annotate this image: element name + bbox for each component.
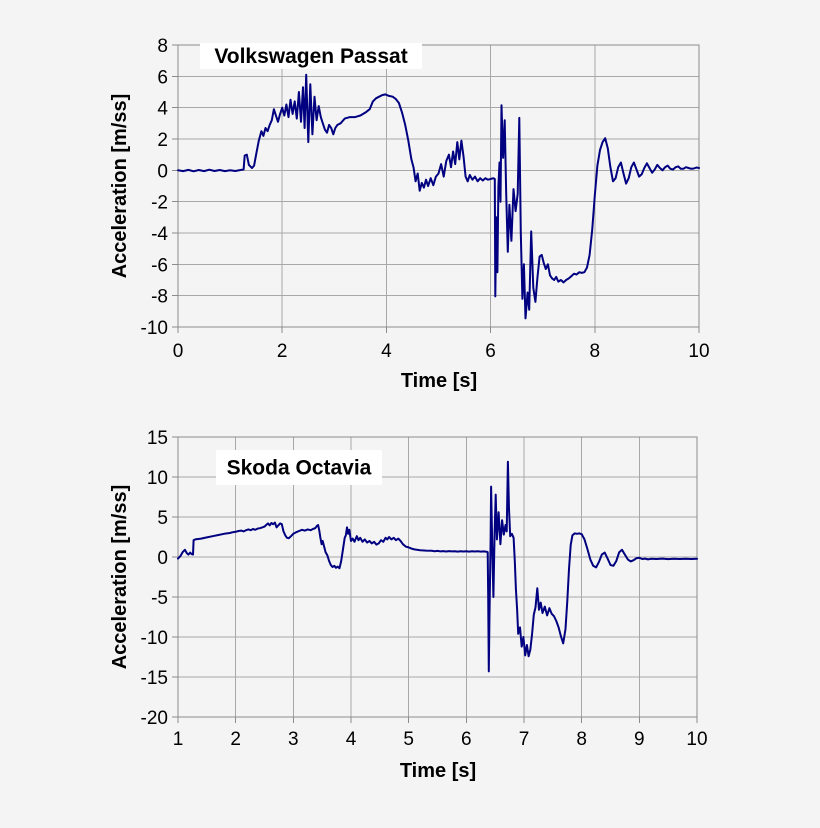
y-tick-label: -10	[141, 628, 168, 649]
x-tick-label: 2	[277, 341, 288, 362]
y-tick-label: -8	[151, 287, 168, 308]
y-tick-label: 8	[157, 36, 168, 57]
x-tick-label: 8	[576, 729, 587, 750]
skoda-octavia-acceleration-series-line	[177, 460, 698, 673]
y-tick-label: -5	[151, 588, 168, 609]
chart-title-box	[200, 43, 422, 69]
x-tick-label: 6	[461, 729, 472, 750]
y-tick-label: -20	[141, 708, 168, 729]
x-tick-label: 1	[173, 729, 184, 750]
y-tick-label: 2	[157, 130, 168, 151]
x-tick-label: 5	[403, 729, 414, 750]
y-tick-label: 0	[157, 548, 168, 569]
x-tick-label: 2	[230, 729, 241, 750]
x-tick-label: 10	[688, 341, 709, 362]
plot-frame	[177, 44, 700, 328]
x-tick-label: 8	[590, 341, 601, 362]
volkswagen-passat-acceleration-series-line	[177, 73, 700, 320]
y-tick-label: 10	[147, 468, 168, 489]
x-tick-label: 10	[686, 729, 707, 750]
y-tick-label: -6	[151, 255, 168, 276]
chart-title-box	[216, 450, 382, 485]
chart-title: Skoda Octavia	[227, 457, 372, 480]
axis-ticks	[172, 436, 698, 723]
y-tick-label: 4	[157, 99, 168, 120]
x-tick-label: 6	[485, 341, 496, 362]
x-tick-label: 0	[173, 341, 184, 362]
x-tick-label: 4	[346, 729, 357, 750]
x-axis-title: Time [s]	[400, 760, 476, 782]
y-axis-title: Acceleration [m/ss]	[109, 94, 131, 279]
y-tick-label: 0	[157, 161, 168, 182]
y-tick-label: -4	[151, 224, 168, 245]
y-tick-label: -10	[141, 318, 168, 339]
y-tick-label: -2	[151, 193, 168, 214]
x-tick-label: 3	[288, 729, 299, 750]
x-axis-title: Time [s]	[401, 370, 477, 392]
chart-title: Volkswagen Passat	[214, 45, 407, 68]
y-tick-label: -15	[141, 668, 168, 689]
chart-skoda-octavia: 1 2 3 4 5 6 7 8 9 10 15 10 5 0 -5 -10 -15 -20 Skoda Octavi…	[109, 428, 708, 782]
y-tick-label: 5	[157, 508, 168, 529]
x-tick-label: 4	[381, 341, 392, 362]
plot-frame	[177, 436, 698, 718]
axis-ticks	[172, 44, 700, 333]
chart-volkswagen-passat: 0 2 4 6 8 10 8 6 4 2 0 -2 -4 -6 -8 -10 Volkswagen Passat…	[109, 36, 710, 392]
x-tick-label: 7	[519, 729, 530, 750]
gridlines	[178, 45, 699, 327]
x-tick-label: 9	[634, 729, 645, 750]
y-tick-label: 6	[157, 67, 168, 88]
y-tick-label: 15	[147, 428, 168, 449]
y-axis-title: Acceleration [m/ss]	[109, 485, 131, 670]
